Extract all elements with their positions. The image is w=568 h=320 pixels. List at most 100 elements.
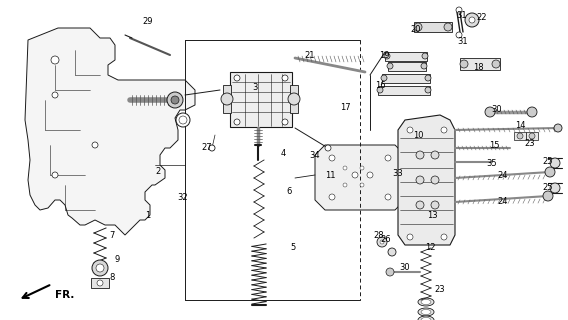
Circle shape — [550, 183, 560, 193]
Polygon shape — [398, 115, 455, 245]
Text: 28: 28 — [374, 231, 385, 241]
Circle shape — [329, 155, 335, 161]
Circle shape — [425, 87, 431, 93]
Circle shape — [422, 53, 428, 59]
Text: 19: 19 — [379, 52, 389, 60]
Circle shape — [234, 119, 240, 125]
Circle shape — [92, 260, 108, 276]
Text: 3: 3 — [252, 83, 258, 92]
Text: 20: 20 — [411, 26, 421, 35]
Circle shape — [352, 172, 358, 178]
Circle shape — [360, 166, 364, 170]
Circle shape — [51, 56, 59, 64]
Bar — [460, 58, 500, 70]
Circle shape — [431, 151, 439, 159]
Text: 13: 13 — [427, 211, 437, 220]
Text: 6: 6 — [286, 188, 292, 196]
Bar — [378, 86, 430, 95]
Circle shape — [176, 113, 190, 127]
Circle shape — [527, 107, 537, 117]
Circle shape — [52, 172, 58, 178]
Bar — [223, 85, 231, 113]
Text: 18: 18 — [473, 63, 483, 73]
Text: 35: 35 — [487, 158, 498, 167]
Circle shape — [385, 155, 391, 161]
Circle shape — [282, 75, 288, 81]
Circle shape — [414, 23, 422, 31]
Bar — [526, 132, 538, 140]
Text: 4: 4 — [281, 148, 286, 157]
Circle shape — [431, 201, 439, 209]
Circle shape — [92, 142, 98, 148]
Text: 34: 34 — [310, 150, 320, 159]
Circle shape — [325, 145, 331, 151]
Circle shape — [52, 92, 58, 98]
Bar — [385, 52, 427, 61]
Circle shape — [384, 53, 390, 59]
Text: 25: 25 — [543, 183, 553, 193]
Text: 32: 32 — [178, 194, 189, 203]
Circle shape — [167, 92, 183, 108]
Circle shape — [529, 133, 535, 139]
Ellipse shape — [418, 298, 434, 306]
Circle shape — [550, 158, 560, 168]
Text: 7: 7 — [109, 231, 115, 241]
Text: 31: 31 — [457, 11, 467, 20]
Circle shape — [380, 240, 384, 244]
Circle shape — [388, 248, 396, 256]
Circle shape — [485, 107, 495, 117]
Text: 2: 2 — [156, 167, 161, 177]
Bar — [514, 132, 526, 140]
Text: 1: 1 — [145, 211, 151, 220]
Circle shape — [421, 63, 427, 69]
Text: 22: 22 — [477, 13, 487, 22]
Circle shape — [377, 237, 387, 247]
Text: 17: 17 — [340, 102, 350, 111]
Circle shape — [492, 60, 500, 68]
Text: 12: 12 — [425, 244, 435, 252]
Text: 24: 24 — [498, 196, 508, 205]
Circle shape — [517, 133, 523, 139]
Circle shape — [460, 60, 468, 68]
Circle shape — [329, 194, 335, 200]
Text: 24: 24 — [498, 172, 508, 180]
Bar — [414, 22, 452, 32]
Text: 16: 16 — [375, 82, 385, 91]
Ellipse shape — [421, 309, 431, 315]
Circle shape — [234, 75, 240, 81]
Circle shape — [171, 96, 179, 104]
Bar — [290, 85, 298, 113]
Circle shape — [360, 183, 364, 187]
Circle shape — [545, 167, 555, 177]
Circle shape — [416, 201, 424, 209]
Text: 30: 30 — [400, 263, 410, 273]
Circle shape — [377, 87, 383, 93]
Polygon shape — [315, 145, 405, 210]
Text: 30: 30 — [492, 106, 502, 115]
Circle shape — [179, 116, 187, 124]
Ellipse shape — [418, 316, 434, 320]
Bar — [230, 72, 292, 127]
Ellipse shape — [421, 300, 431, 305]
Text: 8: 8 — [109, 274, 115, 283]
Circle shape — [407, 234, 413, 240]
Circle shape — [97, 280, 103, 286]
Bar — [382, 74, 430, 83]
Circle shape — [343, 183, 347, 187]
Text: FR.: FR. — [55, 290, 74, 300]
Text: 11: 11 — [325, 171, 335, 180]
Text: 10: 10 — [413, 131, 423, 140]
Circle shape — [386, 268, 394, 276]
Circle shape — [221, 93, 233, 105]
Circle shape — [367, 172, 373, 178]
Circle shape — [469, 17, 475, 23]
Text: 21: 21 — [305, 52, 315, 60]
Text: 15: 15 — [488, 140, 499, 149]
Circle shape — [441, 127, 447, 133]
Polygon shape — [25, 28, 195, 235]
Text: 23: 23 — [525, 139, 535, 148]
Circle shape — [385, 194, 391, 200]
Circle shape — [209, 145, 215, 151]
Circle shape — [288, 93, 300, 105]
Text: 14: 14 — [515, 122, 525, 131]
